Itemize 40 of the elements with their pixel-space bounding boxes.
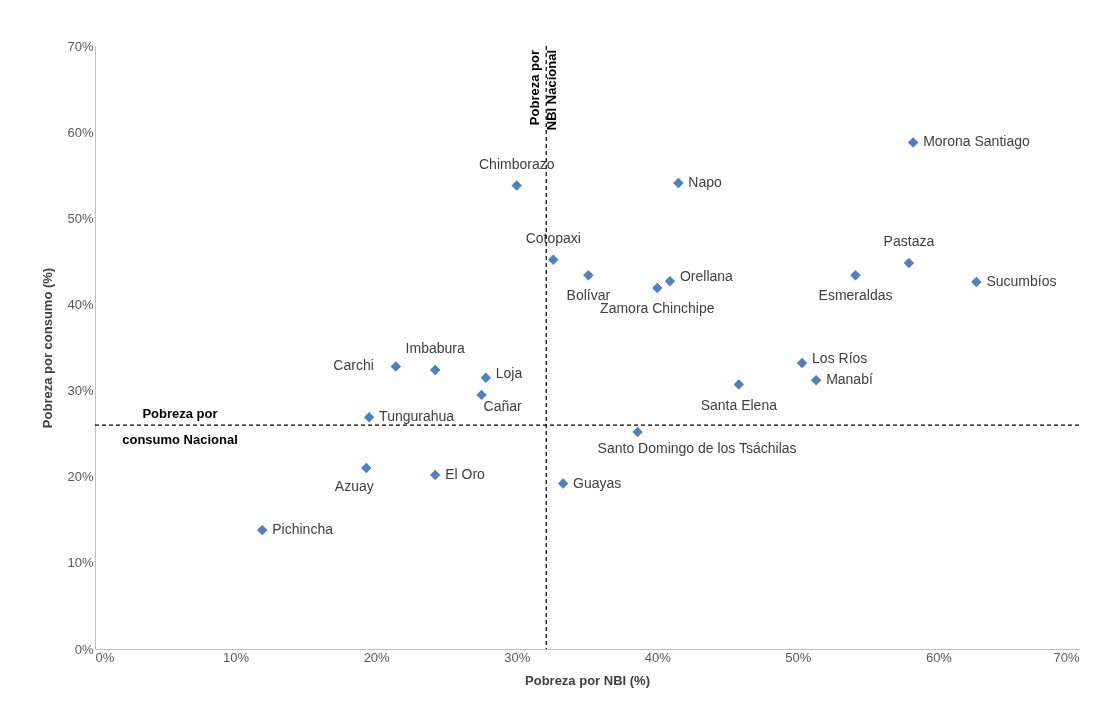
text: Santo Domingo de los Tsáchilas <box>597 439 797 456</box>
x-tick-label: 0% <box>95 649 115 665</box>
x-tick-label: 60% <box>925 649 953 665</box>
series-label: Orellana <box>679 268 734 285</box>
y-tick-label: 30% <box>67 383 94 399</box>
series-label: Esmeraldas <box>818 287 893 304</box>
x-axis-title: Pobreza por NBI (%) <box>525 672 650 688</box>
series-label: Carchi <box>333 357 374 374</box>
x-tick-label: 20% <box>363 649 391 665</box>
y-tick-label: 50% <box>67 210 94 226</box>
y-tick-label: 70% <box>67 38 94 54</box>
series-label: Chimborazo <box>478 155 555 172</box>
series-label: Santa Elena <box>700 396 778 413</box>
ref-line-label: Pobreza por consumo Nacional <box>122 406 238 448</box>
series-label: Sucumbíos <box>986 273 1057 290</box>
series-label: Manabí <box>826 371 873 388</box>
series-label: Los Ríos <box>812 350 868 367</box>
series-label: Loja <box>495 364 523 381</box>
y-axis-title: Pobreza por consumo (%) <box>40 267 56 429</box>
series-label: El Oro <box>445 465 486 482</box>
series-label: Pichincha <box>272 521 334 538</box>
x-tick-label: 30% <box>504 649 531 665</box>
series-label: Cotopaxi <box>525 229 581 246</box>
series-label: Imbabura <box>405 339 465 356</box>
series-label: Morona Santiago <box>923 133 1030 150</box>
series-label: Guayas <box>573 474 622 491</box>
series-label: Tungurahua <box>379 408 455 425</box>
y-tick-label: 10% <box>67 555 94 571</box>
series-label: Cañar <box>483 397 523 414</box>
series-label: Pastaza <box>883 233 935 250</box>
series-label: Azuay <box>334 478 374 495</box>
x-tick-label: 70% <box>1053 649 1080 665</box>
ref-line-label: Pobreza por NBI Nacional <box>527 50 560 131</box>
x-tick-label: 10% <box>223 649 250 665</box>
y-tick-label: 60% <box>67 124 94 140</box>
series-label: Napo <box>688 173 723 190</box>
x-tick-label: 40% <box>644 649 672 665</box>
y-tick-label: 20% <box>67 469 94 485</box>
y-tick-label: 40% <box>67 296 94 312</box>
x-tick-label: 50% <box>785 649 812 665</box>
